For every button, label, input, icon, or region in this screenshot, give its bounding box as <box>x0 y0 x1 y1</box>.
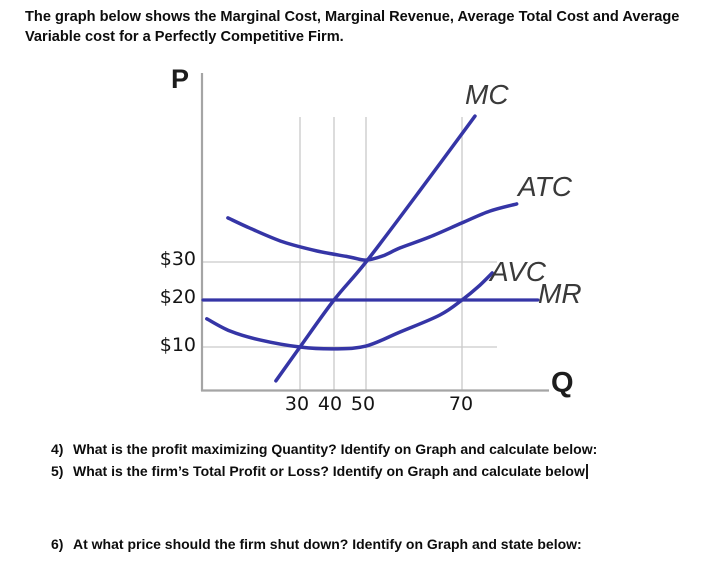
price-tick-30: $30 <box>159 248 196 270</box>
intro-paragraph: The graph below shows the Marginal Cost,… <box>25 8 703 47</box>
question-text[interactable]: At what price should the firm shut down?… <box>73 536 582 552</box>
question-4: 4) What is the profit maximizing Quantit… <box>51 441 597 458</box>
avc-curve <box>205 271 494 351</box>
quantity-tick-40: 40 <box>317 393 343 415</box>
quantity-tick-50: 50 <box>350 393 376 415</box>
question-text[interactable]: What is the firm’s Total Profit or Loss?… <box>73 463 588 480</box>
question-5: 5) What is the firm’s Total Profit or Lo… <box>51 463 588 480</box>
price-tick-20: $20 <box>159 286 196 308</box>
intro-line-2: Variable cost for a Perfectly Competitiv… <box>25 28 344 45</box>
atc-curve-label: ATC <box>518 171 572 202</box>
question-text-content: What is the firm’s Total Profit or Loss?… <box>73 463 585 479</box>
y-axis-label-p: P <box>171 64 190 94</box>
question-6: 6) At what price should the firm shut do… <box>51 536 582 553</box>
atc-curve <box>226 202 519 262</box>
question-number: 6) <box>51 536 64 552</box>
text-cursor <box>585 464 588 479</box>
intro-line-1: The graph below shows the Marginal Cost,… <box>25 9 680 25</box>
question-number: 4) <box>51 441 64 457</box>
price-tick-10: $10 <box>159 334 196 356</box>
question-number: 5) <box>51 463 64 479</box>
mr-curve-label: MR <box>538 278 582 309</box>
x-axis-label-q: Q <box>551 367 574 399</box>
question-text[interactable]: What is the profit maximizing Quantity? … <box>73 441 598 457</box>
quantity-tick-30: 30 <box>284 393 310 415</box>
quantity-tick-70: 70 <box>448 393 474 415</box>
avc-curve-label: AVC <box>490 256 547 287</box>
mc-curve-label: MC <box>465 79 509 110</box>
